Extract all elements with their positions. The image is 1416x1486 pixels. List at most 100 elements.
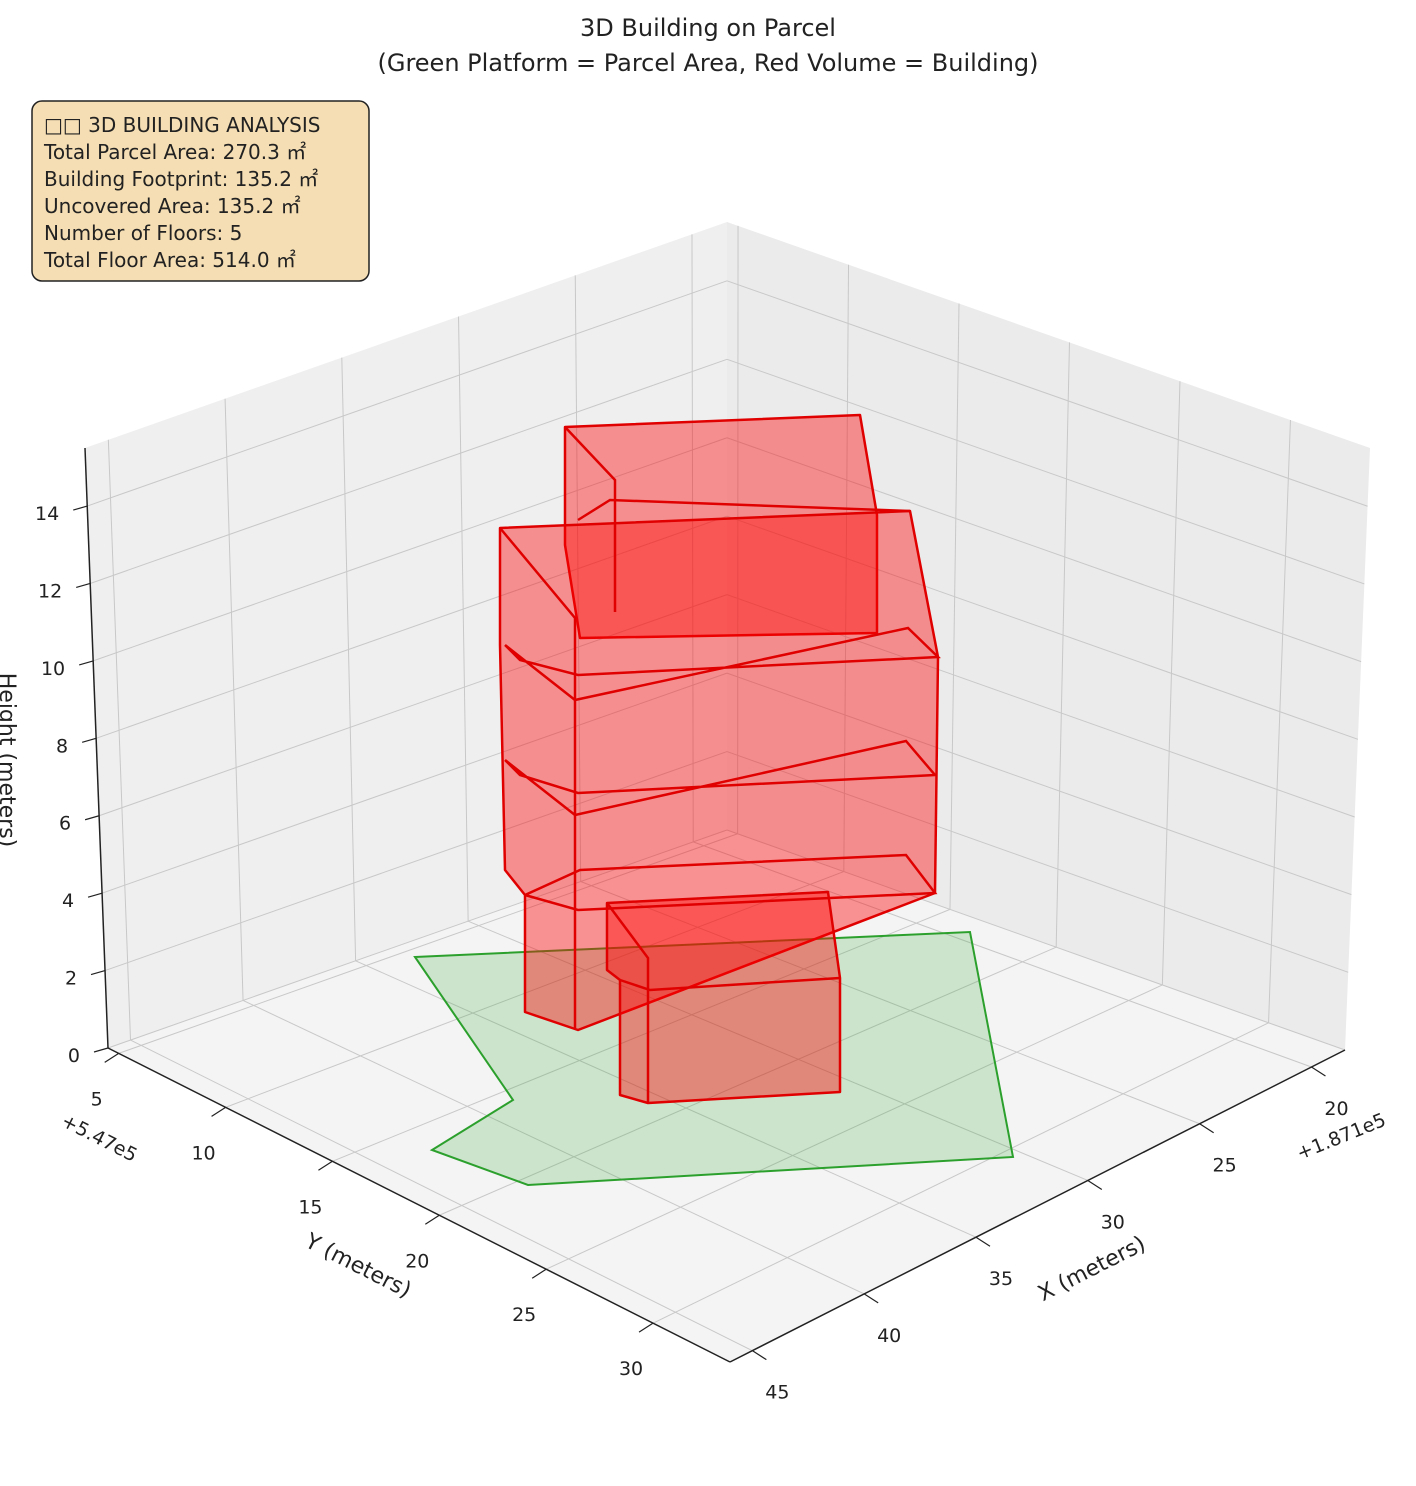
grid-line <box>224 398 244 1001</box>
grid-line <box>467 920 1089 1181</box>
x-axis <box>729 1049 1346 1363</box>
grid-line <box>101 672 728 894</box>
z-tick <box>93 1047 109 1053</box>
grid-line <box>332 908 951 1162</box>
side-pane <box>727 222 1370 1050</box>
grid-line <box>726 672 1352 896</box>
grid-line <box>574 275 582 882</box>
floor-edge <box>577 498 911 522</box>
grid-line <box>98 594 728 817</box>
x-axis-label: X (meters) <box>1034 1232 1149 1307</box>
z-tick <box>78 660 94 666</box>
x-tick-label: 45 <box>765 1382 789 1404</box>
z-tick <box>84 815 100 821</box>
z-tick <box>87 892 103 898</box>
grid-line <box>726 515 1359 740</box>
x-tick-label: 35 <box>989 1268 1013 1290</box>
building-block <box>563 413 879 640</box>
z-tick-label: 2 <box>65 968 77 990</box>
annotation-box <box>31 100 370 282</box>
x-tick-label: 40 <box>877 1325 901 1347</box>
grid-line <box>691 234 694 842</box>
floor-edge <box>504 626 941 702</box>
y-tick-label: 25 <box>512 1304 536 1326</box>
z-tick-label: 0 <box>68 1045 80 1067</box>
floor-edge <box>524 853 938 912</box>
grid-line <box>341 357 357 961</box>
grid-line <box>1268 420 1291 1023</box>
z-tick-label: 6 <box>59 813 71 835</box>
annotation-line: □□ 3D BUILDING ANALYSIS <box>44 113 320 137</box>
z-tick-label: 10 <box>41 658 65 680</box>
building <box>498 413 941 1105</box>
annotation-line: Number of Floors: 5 <box>44 221 242 245</box>
grid-line <box>90 358 728 584</box>
z-tick-label: 14 <box>35 503 59 525</box>
grid-line <box>107 439 132 1041</box>
y-offset: +5.47e5 <box>58 1110 141 1167</box>
z-tick-label: 8 <box>56 735 68 757</box>
y-tick-label: 10 <box>191 1142 215 1164</box>
chart-title: 3D Building on Parcel <box>580 14 836 42</box>
x-tick <box>1087 1179 1103 1190</box>
annotation-line: Total Parcel Area: 270.3 ㎡ <box>43 140 306 164</box>
grid-line <box>355 960 977 1238</box>
grid-line <box>1161 381 1181 985</box>
x-tick <box>975 1236 991 1247</box>
floor-edge <box>605 902 650 1103</box>
annotation-line: Building Footprint: 135.2 ㎡ <box>44 167 318 191</box>
annotation-line: Total Floor Area: 514.0 ㎡ <box>43 248 296 272</box>
y-tick-label: 15 <box>298 1196 322 1218</box>
grid-line <box>1055 342 1070 948</box>
grid-line <box>726 829 1346 1051</box>
z-axis <box>84 447 109 1049</box>
y-axis <box>107 1047 731 1363</box>
grid-line <box>458 316 469 922</box>
x-tick-label: 30 <box>1101 1211 1125 1233</box>
x-tick <box>863 1293 879 1304</box>
grid-line <box>726 358 1365 585</box>
z-tick <box>81 737 97 743</box>
grid-line <box>130 1039 753 1352</box>
floor-edge <box>619 976 841 992</box>
x-tick <box>1311 1066 1326 1077</box>
annotation: □□ 3D BUILDING ANALYSIS Total Parcel Area… <box>43 113 320 272</box>
x-tick <box>752 1350 767 1361</box>
y-tick <box>531 1268 547 1279</box>
y-tick <box>104 1052 120 1063</box>
floor-edge <box>504 739 938 817</box>
grid-line <box>92 437 728 662</box>
x-tick <box>1199 1123 1214 1134</box>
z-tick <box>73 505 88 511</box>
y-tick-label: 5 <box>91 1088 103 1110</box>
grid-line <box>726 280 1368 507</box>
grid-line <box>949 303 960 910</box>
floor-edge <box>564 426 617 612</box>
y-tick-label: 20 <box>405 1250 429 1272</box>
z-axis-label: Height (meters) <box>0 673 19 848</box>
grid-line <box>225 871 844 1108</box>
grid-line <box>242 999 865 1295</box>
floor-pane <box>108 830 1345 1362</box>
grid-line <box>104 751 728 972</box>
grid-line <box>95 515 728 739</box>
grid-line <box>439 946 1057 1216</box>
grid-line <box>118 833 738 1054</box>
y-tick <box>211 1106 226 1117</box>
z-tick-label: 4 <box>62 890 74 912</box>
y-tick-label: 30 <box>619 1358 643 1380</box>
y-axis-label: Y (meters) <box>300 1228 415 1303</box>
grid-line <box>87 280 728 507</box>
floor-edge <box>499 527 577 1028</box>
z-tick <box>76 582 91 589</box>
chart-subtitle: (Green Platform = Parcel Area, Red Volum… <box>377 49 1038 77</box>
grid-line <box>693 841 1312 1068</box>
parcel <box>413 930 1015 1187</box>
y-tick <box>638 1322 654 1333</box>
grid-line <box>726 437 1362 663</box>
ticks: 20 25 30 35 40 45 5 10 15 20 25 30 0 2 4 6 8 10 12 14 <box>35 503 1349 1404</box>
building-block <box>605 890 842 1105</box>
grid-line <box>652 1022 1269 1324</box>
grid-line <box>726 751 1349 973</box>
y-tick <box>318 1160 333 1171</box>
